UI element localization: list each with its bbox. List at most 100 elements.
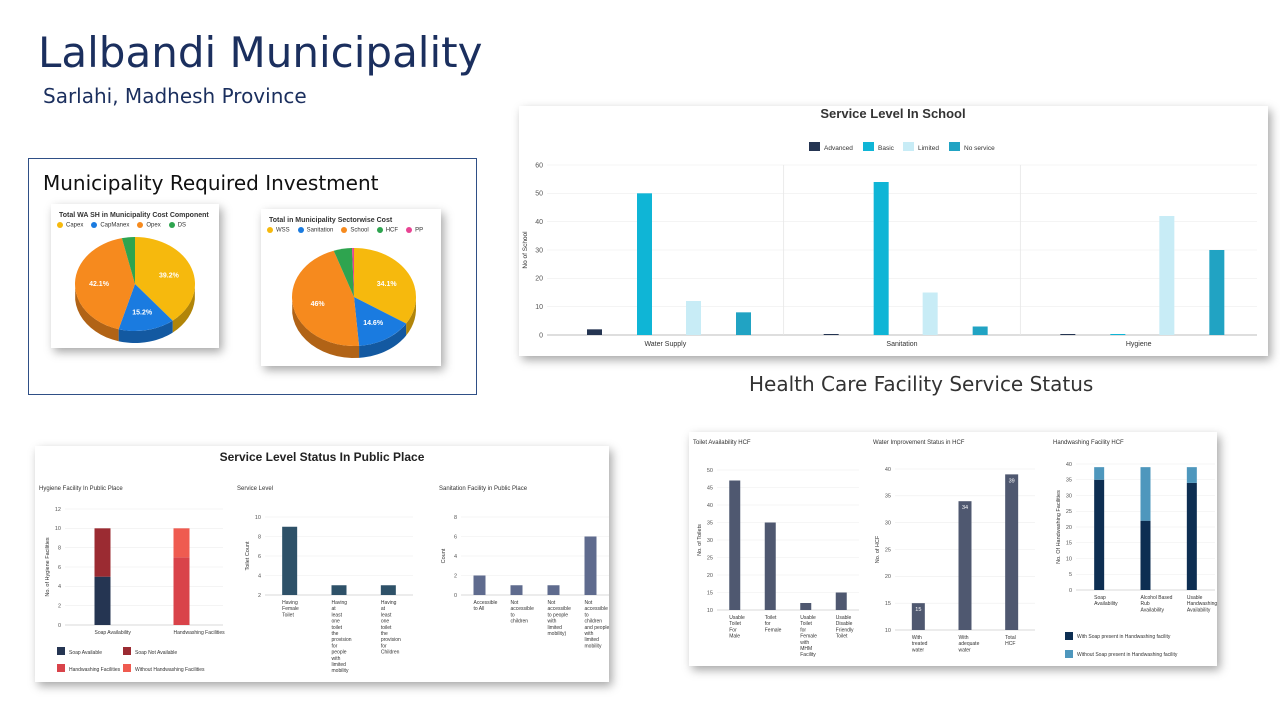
x-tick-label: Sanitation: [886, 341, 917, 348]
bar-segment: [173, 528, 190, 558]
x-tick-label: Handwashing Facilities: [174, 630, 226, 636]
x-tick-label: Usable Handwashing Availability: [1187, 595, 1217, 613]
y-tick-label: 30: [535, 247, 543, 254]
legend-swatch: [57, 647, 65, 655]
legend-swatch: [123, 647, 131, 655]
bar-basic: [1110, 334, 1126, 335]
pie-data-label: 34.1%: [377, 281, 398, 288]
bar-segment: [1186, 467, 1197, 483]
legend-swatch: [949, 142, 960, 151]
pie-slice: [75, 238, 135, 330]
y-tick-label: 10: [255, 515, 261, 521]
y-axis-label: No. of Toilets: [697, 524, 703, 556]
legend-label: Without Soap present in Handwashing faci…: [1077, 652, 1178, 658]
bar-segment: [94, 528, 111, 577]
investment-heading: Municipality Required Investment: [43, 171, 379, 195]
y-tick-label: 0: [454, 593, 457, 599]
pie-slice-side: [118, 320, 173, 343]
y-tick-label: 40: [885, 467, 891, 473]
legend-label: Soap Available: [69, 650, 102, 656]
panel-title: Service Level: [237, 486, 273, 492]
y-tick-label: 35: [885, 494, 891, 500]
pie-legend: Capex CapManex Opex DS: [57, 222, 186, 229]
y-tick-label: 15: [1066, 541, 1072, 547]
y-tick-label: 10: [707, 608, 713, 614]
bar-segment: [1186, 482, 1197, 590]
y-tick-label: 25: [1066, 509, 1072, 515]
y-tick-label: 15: [707, 590, 713, 596]
legend-label: Handwashing Facilities: [69, 667, 121, 673]
pie-card-sectorwise: Total in Municipality Sectorwise Cost WS…: [261, 209, 441, 366]
bar: [800, 603, 812, 610]
bar-no-service: [1209, 250, 1225, 335]
pie-title: Total in Municipality Sectorwise Cost: [269, 217, 393, 224]
pie-slice: [352, 248, 354, 297]
y-tick-label: 10: [55, 526, 61, 532]
bar: [282, 526, 298, 595]
y-tick-label: 10: [1066, 556, 1072, 562]
bar: [547, 585, 560, 595]
pie-slice: [121, 237, 135, 284]
y-tick-label: 5: [1069, 572, 1072, 578]
pie-slice: [354, 248, 416, 324]
y-tick-label: 8: [58, 546, 61, 552]
y-tick-label: 6: [454, 534, 457, 540]
y-tick-label: 0: [58, 623, 61, 629]
pie-slice-side: [359, 323, 407, 358]
x-tick-label: With treated water: [912, 635, 928, 653]
bar: [510, 585, 523, 595]
x-tick-label: Alcohol Based Rub Availability: [1141, 595, 1173, 613]
y-tick-label: 50: [707, 468, 713, 474]
legend-swatch: [406, 227, 413, 233]
legend-item: Capex: [57, 222, 83, 229]
bar: [835, 592, 847, 610]
panel-title: Handwashing Facility HCF: [1053, 440, 1124, 446]
bar-basic: [873, 182, 889, 335]
y-axis-label: Toilet Count: [245, 541, 251, 571]
pie-data-label: 39.2%: [159, 273, 180, 280]
page-subtitle: Sarlahi, Madhesh Province: [43, 84, 307, 108]
pie-slice-side: [172, 287, 195, 333]
pie-slice: [118, 284, 173, 331]
bar-limited: [1159, 216, 1175, 335]
bar-limited: [686, 301, 701, 335]
bar-data-label: 15: [915, 607, 921, 613]
pie-slice-side: [75, 287, 119, 342]
legend-swatch: [267, 227, 273, 233]
legend-item: Opex: [137, 222, 161, 229]
x-tick-label: Total HCF: [1005, 635, 1016, 647]
legend-swatch: [903, 142, 914, 151]
y-axis-label: No of School: [522, 231, 529, 269]
bar: [1005, 474, 1019, 630]
x-tick-label: Accessible to All: [474, 600, 498, 612]
x-tick-label: Toilet for Female: [765, 615, 782, 633]
panel-title: Sanitation Facility in Public Place: [439, 486, 528, 492]
x-tick-label: Not accessible to children: [511, 600, 535, 625]
hcf-card: Toilet Availability HCF 10 15 20 25 30 35 40 45 5…: [689, 432, 1217, 666]
legend-label: Without Handwashing Facilities: [135, 667, 205, 673]
legend-item: CapManex: [91, 222, 129, 229]
bar-data-label: 34: [962, 505, 968, 511]
legend-swatch: [57, 222, 63, 228]
legend-swatch: [1065, 650, 1073, 658]
bar-limited: [922, 292, 938, 335]
y-tick-label: 4: [258, 573, 261, 579]
school-chart-card: Service Level In School Advanced Basic Limi…: [519, 106, 1268, 356]
bar-data-label: 39: [1009, 478, 1015, 484]
bar-segment: [1094, 467, 1105, 480]
pie-slice: [354, 297, 407, 346]
public-place-charts: Hygiene Facility In Public Place 0 2 4 6 8 10 1…: [39, 486, 609, 674]
bar: [764, 522, 776, 610]
y-axis-label: No. of Hygiene Facilities: [45, 537, 51, 597]
bar: [473, 575, 486, 595]
x-tick-label: Soap Availability: [1094, 595, 1118, 607]
school-bar-chart: Service Level In School Advanced Basic Limi…: [522, 106, 1257, 348]
legend-swatch: [863, 142, 874, 151]
y-tick-label: 6: [58, 565, 61, 571]
legend-label: Soap Not Available: [135, 650, 177, 656]
pie-slice-side: [406, 298, 416, 336]
bar: [729, 480, 741, 610]
legend-item: DS: [168, 222, 186, 229]
x-tick-label: Usable Toilet for Female with MHM Facility: [800, 615, 817, 658]
y-tick-label: 40: [1066, 462, 1072, 468]
